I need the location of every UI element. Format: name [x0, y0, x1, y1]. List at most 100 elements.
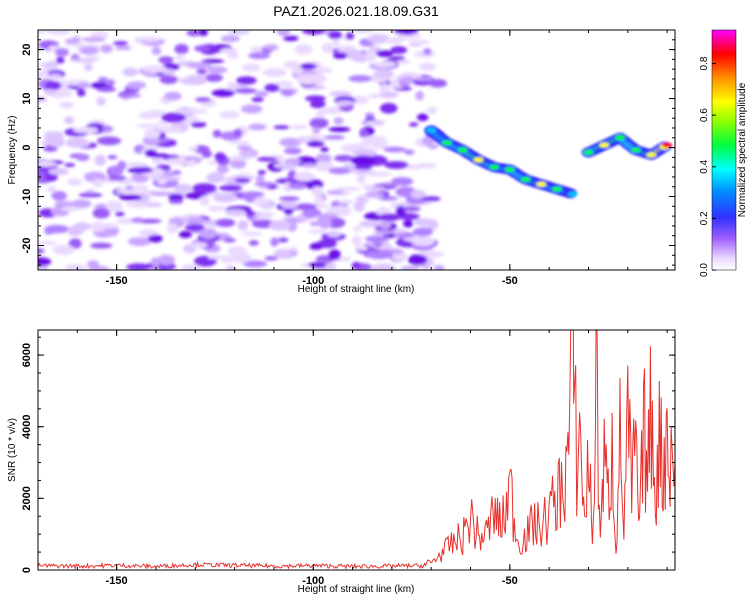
- noise-blob: [122, 67, 139, 77]
- noise-blob: [142, 136, 160, 146]
- noise-blob: [415, 90, 424, 101]
- heatmap-ylabel: Frequency (Hz): [7, 116, 18, 185]
- noise-blob: [426, 106, 438, 115]
- noise-blob: [61, 206, 80, 212]
- noise-blob: [65, 264, 87, 270]
- noise-blob: [234, 177, 251, 183]
- noise-blob: [157, 254, 175, 266]
- noise-blob: [375, 50, 394, 57]
- noise-blob: [241, 191, 265, 198]
- noise-blob: [164, 91, 182, 101]
- y-tick-label: 0: [21, 144, 33, 150]
- noise-blob: [229, 160, 247, 169]
- noise-blob: [48, 167, 70, 176]
- noise-blob: [312, 127, 321, 134]
- noise-blob: [66, 137, 88, 145]
- signal-peak: [489, 164, 500, 170]
- noise-blob: [373, 229, 393, 235]
- noise-blob: [198, 30, 208, 37]
- noise-blob: [419, 250, 445, 258]
- noise-blob: [48, 73, 63, 79]
- noise-blob: [371, 139, 389, 150]
- noise-blob: [365, 50, 377, 62]
- noise-blob: [362, 184, 375, 190]
- noise-blob: [196, 68, 208, 75]
- signal-peak: [520, 176, 531, 182]
- noise-blob: [44, 131, 64, 136]
- noise-blob: [223, 238, 236, 243]
- noise-blob: [234, 88, 257, 94]
- noise-blob: [403, 220, 414, 228]
- noise-blob: [256, 156, 278, 162]
- noise-blob: [44, 224, 70, 234]
- noise-blob: [157, 126, 183, 133]
- noise-blob: [426, 219, 439, 231]
- noise-blob: [158, 56, 174, 64]
- noise-blob: [400, 266, 420, 270]
- noise-blob: [241, 63, 261, 72]
- noise-blob: [174, 43, 189, 55]
- colorbar-label: Normalized spectral amplitude: [737, 82, 748, 217]
- chart-title: PAZ1.2026.021.18.09.G31: [273, 3, 439, 19]
- noise-blob: [414, 77, 433, 82]
- noise-blob: [138, 36, 162, 42]
- noise-blob: [273, 125, 290, 130]
- noise-blob: [412, 227, 434, 237]
- noise-blob: [366, 250, 393, 260]
- noise-blob: [314, 161, 335, 172]
- noise-blob: [366, 171, 392, 177]
- colorbar-gradient: [711, 29, 737, 271]
- noise-blob: [332, 39, 341, 46]
- noise-blob: [148, 234, 163, 243]
- noise-blob: [372, 241, 383, 248]
- noise-blob: [96, 96, 106, 106]
- noise-blob: [255, 175, 265, 182]
- noise-blob: [371, 263, 397, 270]
- noise-blob: [107, 175, 127, 181]
- signal-peak: [599, 142, 610, 148]
- noise-blob: [182, 108, 209, 115]
- y-tick-label: 4000: [21, 414, 33, 438]
- x-tick-label: -50: [502, 575, 518, 587]
- noise-blob: [115, 188, 140, 194]
- noise-blob: [181, 264, 200, 270]
- noise-blob: [38, 97, 47, 102]
- noise-blob: [195, 97, 211, 103]
- noise-blob: [144, 128, 161, 139]
- noise-blob: [79, 46, 99, 55]
- noise-blob: [225, 209, 246, 217]
- noise-blob: [359, 128, 369, 138]
- noise-blob: [70, 58, 97, 63]
- noise-blob: [148, 153, 170, 158]
- noise-blob: [328, 30, 343, 40]
- noise-blob: [207, 255, 230, 260]
- noise-blob: [281, 90, 295, 97]
- noise-blob: [333, 154, 354, 162]
- noise-blob: [351, 235, 362, 246]
- noise-blob: [188, 146, 199, 151]
- noise-blob: [47, 30, 71, 36]
- signal-peak: [504, 167, 515, 173]
- noise-blob: [231, 252, 252, 264]
- noise-blob: [379, 221, 392, 230]
- noise-blob: [171, 169, 182, 176]
- noise-blob: [178, 230, 193, 239]
- noise-blob: [168, 199, 184, 204]
- noise-blob: [324, 262, 337, 270]
- noise-blob: [375, 61, 397, 68]
- noise-blob: [309, 220, 321, 227]
- noise-blob: [274, 81, 294, 87]
- noise-blob: [78, 193, 103, 198]
- noise-blob: [71, 199, 92, 209]
- noise-blob: [38, 248, 45, 254]
- noise-blob: [51, 191, 67, 201]
- signal-peak: [583, 149, 594, 155]
- noise-blob: [213, 192, 238, 203]
- signal-peak: [473, 157, 484, 163]
- noise-blob: [417, 113, 429, 122]
- noise-blob: [92, 178, 104, 188]
- noise-blob: [228, 140, 251, 145]
- noise-blob: [118, 194, 143, 201]
- noise-blob: [115, 211, 125, 217]
